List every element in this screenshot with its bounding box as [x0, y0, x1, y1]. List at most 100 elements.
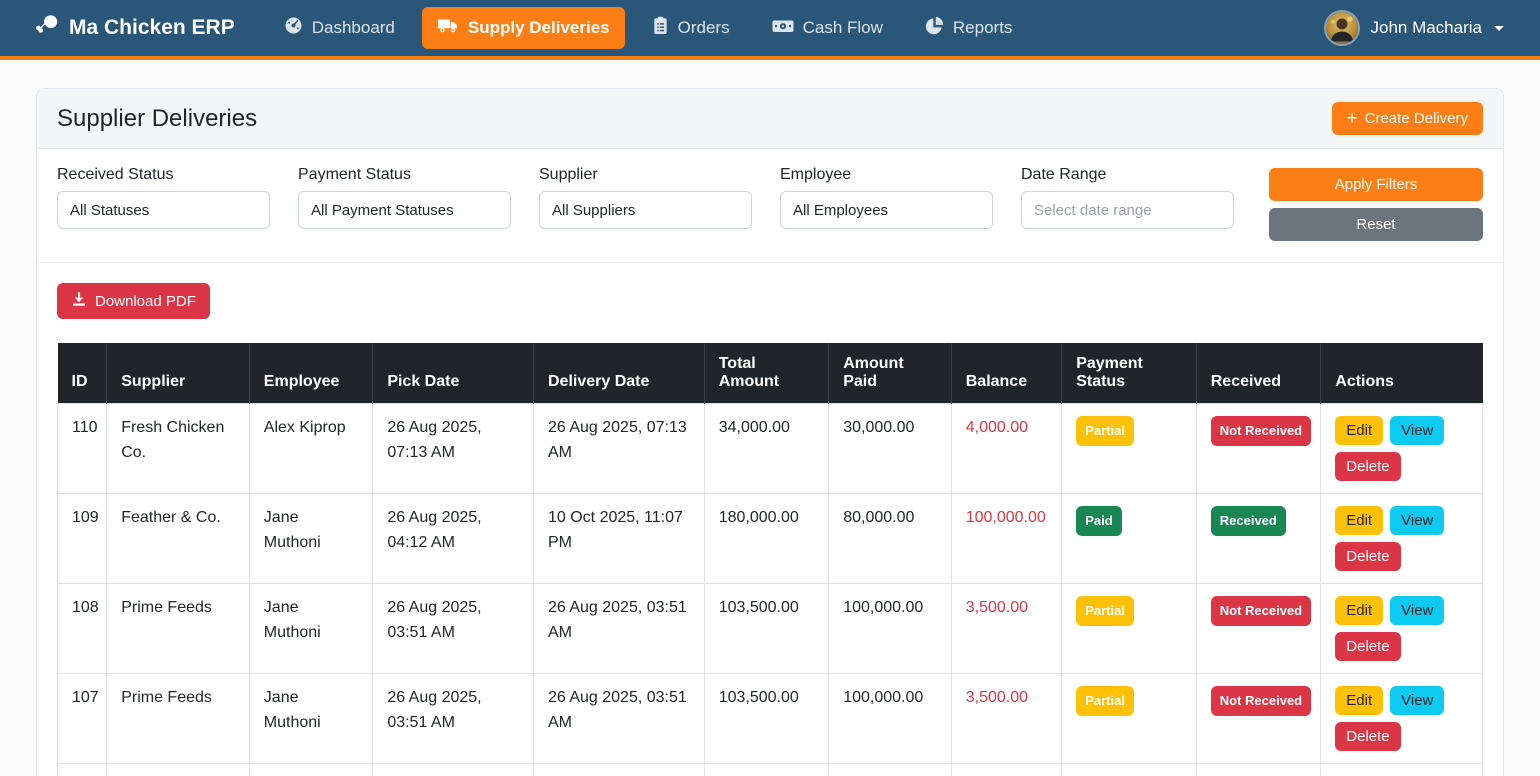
edit-button[interactable]: Edit [1335, 596, 1383, 625]
clipboard-icon [652, 16, 669, 40]
cell-pick-date: 26 Aug 2025, 07:13 AM [373, 404, 534, 494]
nav-item-reports[interactable]: Reports [910, 7, 1028, 49]
cell-payment-status: Partial [1062, 404, 1197, 494]
cell-payment-status: Partial [1062, 584, 1197, 674]
cell-payment-status: Paid [1062, 494, 1197, 584]
cell-supplier: Fresh Chicken Co. [107, 404, 250, 494]
col-actions: Actions [1321, 343, 1483, 404]
cell-pick-date: 26 Aug 2025, 04:12 AM [373, 494, 534, 584]
cell-employee [249, 764, 373, 776]
cell-actions: Edit View Delete [1321, 764, 1483, 776]
brand-label: Ma Chicken ERP [69, 16, 235, 40]
supplier-deliveries-card: Supplier Deliveries + Create Delivery Re… [36, 88, 1504, 776]
delete-button[interactable]: Delete [1335, 632, 1400, 661]
cell-supplier: Prime Feeds [107, 584, 250, 674]
cell-delivery-date [533, 764, 704, 776]
cell-id: 107 [58, 674, 107, 764]
received-status-select[interactable]: All Statuses [57, 191, 270, 229]
apply-filters-button[interactable]: Apply Filters [1269, 168, 1483, 201]
view-button[interactable]: View [1390, 506, 1444, 535]
table-row: 110 Fresh Chicken Co. Alex Kiprop 26 Aug… [58, 404, 1483, 494]
delete-button[interactable]: Delete [1335, 452, 1400, 481]
filter-buttons: Apply Filters Reset [1269, 166, 1483, 241]
cell-employee: Alex Kiprop [249, 404, 373, 494]
date-range-label: Date Range [1021, 166, 1234, 184]
card-header: Supplier Deliveries + Create Delivery [37, 89, 1503, 149]
cell-supplier: Feather & Co. [107, 494, 250, 584]
download-pdf-button[interactable]: Download PDF [57, 283, 210, 319]
cell-supplier: Prime Feeds [107, 674, 250, 764]
nav-item-orders[interactable]: Orders [637, 7, 745, 49]
cell-actions: Edit View Delete [1321, 404, 1483, 494]
supplier-label: Supplier [539, 166, 752, 184]
reset-button[interactable]: Reset [1269, 208, 1483, 241]
date-range-input[interactable] [1021, 191, 1234, 229]
nav-item-cash-flow[interactable]: Cash Flow [757, 8, 898, 49]
edit-button[interactable]: Edit [1335, 506, 1383, 535]
cell-amount-paid: 30,000.00 [829, 404, 952, 494]
view-button[interactable]: View [1390, 416, 1444, 445]
cell-delivery-date: 10 Oct 2025, 11:07 PM [533, 494, 704, 584]
col-amount-paid: Amount Paid [829, 343, 952, 404]
deliveries-table: ID Supplier Employee Pick Date Delivery … [57, 343, 1483, 776]
brand[interactable]: Ma Chicken ERP [36, 14, 235, 42]
cell-pick-date: 26 Aug 2025, 03:51 AM [373, 674, 534, 764]
payment-status-badge: Partial [1076, 596, 1134, 626]
cell-amount-paid: 100,000.00 [829, 674, 952, 764]
cell-balance: 4,000.00 [951, 404, 1061, 494]
delete-button[interactable]: Delete [1335, 542, 1400, 571]
view-button[interactable]: View [1390, 596, 1444, 625]
received-status-label: Received Status [57, 166, 270, 184]
navbar: Ma Chicken ERP Dashboard Supply Deliveri… [0, 0, 1540, 60]
delete-button[interactable]: Delete [1335, 722, 1400, 751]
user-menu[interactable]: John Macharia [1324, 10, 1504, 46]
user-avatar [1324, 10, 1360, 46]
cell-actions: Edit View Delete [1321, 494, 1483, 584]
nav-item-supply-deliveries[interactable]: Supply Deliveries [422, 7, 625, 49]
main-content: Supplier Deliveries + Create Delivery Re… [0, 60, 1540, 776]
cell-id: 109 [58, 494, 107, 584]
cell-delivery-date: 26 Aug 2025, 03:51 AM [533, 584, 704, 674]
cell-balance: 3,500.00 [951, 584, 1061, 674]
cell-amount-paid: 100,000.00 [829, 584, 952, 674]
cell-id: 108 [58, 584, 107, 674]
table-body: 110 Fresh Chicken Co. Alex Kiprop 26 Aug… [58, 404, 1483, 776]
cell-total-amount: 103,500.00 [704, 584, 829, 674]
employee-select[interactable]: All Employees [780, 191, 993, 229]
cell-pick-date: 26 Aug 2025, 03:51 AM [373, 584, 534, 674]
received-badge: Not Received [1211, 416, 1311, 446]
table-header: ID Supplier Employee Pick Date Delivery … [58, 343, 1483, 404]
filter-received-status: Received Status All Statuses [57, 166, 270, 241]
cell-supplier [107, 764, 250, 776]
table-row: 108 Prime Feeds Jane Muthoni 26 Aug 2025… [58, 584, 1483, 674]
plus-icon: + [1347, 112, 1358, 126]
received-badge: Not Received [1211, 596, 1311, 626]
page-title: Supplier Deliveries [57, 105, 257, 133]
card-body: Download PDF ID Supplier Employee Pick D… [37, 263, 1503, 776]
payment-status-badge: Partial [1076, 686, 1134, 716]
cell-payment-status: Partial [1062, 674, 1197, 764]
col-id: ID [58, 343, 107, 404]
edit-button[interactable]: Edit [1335, 686, 1383, 715]
cell-received: Not Received [1196, 404, 1321, 494]
employee-label: Employee [780, 166, 993, 184]
cell-payment-status: Partial [1062, 764, 1197, 776]
create-delivery-button[interactable]: + Create Delivery [1332, 102, 1483, 135]
cell-employee: Jane Muthoni [249, 674, 373, 764]
cell-actions: Edit View Delete [1321, 674, 1483, 764]
view-button[interactable]: View [1390, 686, 1444, 715]
cell-employee: Jane Muthoni [249, 494, 373, 584]
filter-date-range: Date Range [1021, 166, 1234, 241]
nav-item-dashboard[interactable]: Dashboard [269, 7, 410, 49]
payment-status-select[interactable]: All Payment Statuses [298, 191, 511, 229]
nav-item-label: Supply Deliveries [468, 18, 610, 38]
cell-total-amount: 103,500.00 [704, 674, 829, 764]
cell-total-amount: 180,000.00 [704, 494, 829, 584]
col-delivery-date: Delivery Date [533, 343, 704, 404]
edit-button[interactable]: Edit [1335, 416, 1383, 445]
truck-icon [437, 16, 459, 40]
cell-actions: Edit View Delete [1321, 584, 1483, 674]
supplier-select[interactable]: All Suppliers [539, 191, 752, 229]
download-icon [71, 291, 87, 311]
filters-bar: Received Status All Statuses Payment Sta… [37, 149, 1503, 263]
